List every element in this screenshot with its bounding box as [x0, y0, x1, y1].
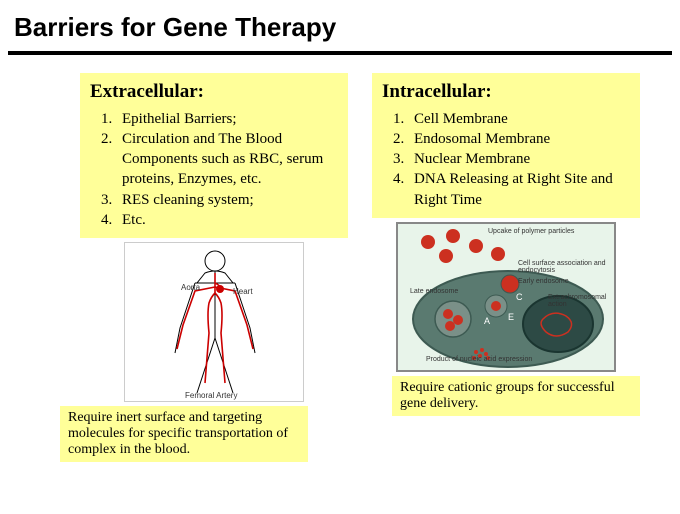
figure-label: Upcake of polymer particles	[488, 228, 574, 235]
svg-text:E: E	[508, 312, 514, 322]
figure-label: Extrachromosomal action	[548, 294, 614, 308]
intracellular-list: Cell Membrane Endosomal Membrane Nuclear…	[408, 109, 630, 210]
list-item: Endosomal Membrane	[408, 129, 630, 149]
list-item: Etc.	[116, 210, 338, 230]
figure-label: Heart	[233, 287, 253, 296]
extracellular-column: Extracellular: Epithelial Barriers; Circ…	[80, 73, 348, 462]
extracellular-list: Epithelial Barriers; Circulation and The…	[116, 109, 338, 231]
figure-label: Femoral Artery	[185, 391, 237, 400]
svg-text:C: C	[516, 292, 523, 302]
title-divider	[8, 51, 672, 55]
list-item: Nuclear Membrane	[408, 149, 630, 169]
intracellular-figure: A E C Upcake of polymer particles Cell s…	[372, 222, 640, 372]
list-item: RES cleaning system;	[116, 190, 338, 210]
extracellular-list-box: Extracellular: Epithelial Barriers; Circ…	[80, 73, 348, 238]
page-title: Barriers for Gene Therapy	[0, 0, 680, 51]
list-item: Epithelial Barriers;	[116, 109, 338, 129]
list-item: Cell Membrane	[408, 109, 630, 129]
intracellular-list-box: Intracellular: Cell Membrane Endosomal M…	[372, 73, 640, 218]
extracellular-caption: Require inert surface and targeting mole…	[60, 406, 308, 462]
body-anatomy-icon: Aorta Heart Femoral Artery	[124, 242, 304, 402]
extracellular-figure: Aorta Heart Femoral Artery	[80, 242, 348, 402]
intracellular-column: Intracellular: Cell Membrane Endosomal M…	[372, 73, 640, 462]
list-item: Circulation and The Blood Components suc…	[116, 129, 338, 190]
intracellular-heading: Intracellular:	[382, 79, 630, 105]
figure-label: Cell surface association and endocytosis	[518, 260, 614, 274]
content-columns: Extracellular: Epithelial Barriers; Circ…	[0, 73, 680, 462]
intracellular-caption: Require cationic groups for successful g…	[392, 376, 640, 416]
extracellular-heading: Extracellular:	[90, 79, 338, 105]
cell-diagram-icon: A E C Upcake of polymer particles Cell s…	[396, 222, 616, 372]
figure-label: Aorta	[181, 283, 200, 292]
figure-label: Late endosome	[410, 288, 458, 295]
figure-label: Early endosome	[518, 278, 569, 285]
figure-label: Product of nucleic acid expression	[426, 356, 532, 363]
svg-text:A: A	[484, 316, 490, 326]
list-item: DNA Releasing at Right Site and Right Ti…	[408, 169, 630, 210]
